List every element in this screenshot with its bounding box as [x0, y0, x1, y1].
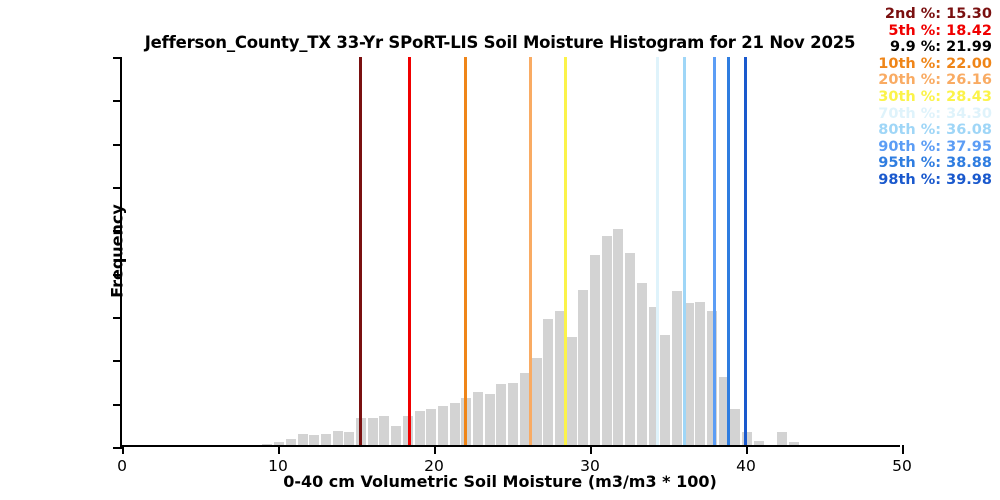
legend: 2nd %: 15.30 5th %: 18.42 9.9 %: 21.99 10th… [872, 5, 996, 190]
histogram-bar [707, 310, 718, 445]
x-tick-label: 50 [892, 457, 912, 475]
y-tick-mark [113, 57, 122, 59]
legend-entry: 20th %: 26.16 [878, 72, 992, 89]
histogram-bar [671, 290, 682, 445]
y-tick-mark [113, 360, 122, 363]
y-tick-mark [113, 187, 122, 189]
y-tick-mark [113, 447, 122, 449]
x-tick-mark [434, 445, 436, 454]
legend-entry: 98th %: 39.98 [878, 171, 992, 188]
legend-entry: 5th %: 18.42 [888, 22, 992, 39]
histogram-bar [777, 432, 788, 445]
histogram-bar [636, 282, 647, 445]
histogram-bar [262, 444, 273, 445]
legend-entry: 9.9 %: 21.99 [890, 39, 992, 56]
x-tick-label: 40 [736, 457, 756, 475]
y-tick-mark [113, 403, 122, 406]
histogram-bar [274, 441, 285, 445]
histogram-bar [508, 382, 519, 445]
histogram-bar [332, 431, 343, 445]
histogram-bar [437, 406, 448, 445]
histogram-bar [367, 418, 378, 445]
histogram-bar [449, 403, 460, 445]
percentile-line [727, 57, 731, 445]
histogram-bar [660, 335, 671, 445]
histogram-bar [578, 289, 589, 445]
x-axis-label: 0-40 cm Volumetric Soil Moisture (m3/m3 … [283, 472, 717, 491]
legend-entry: 2nd %: 15.30 [884, 6, 992, 22]
y-tick-mark [113, 143, 122, 146]
percentile-line [683, 57, 687, 445]
histogram-bar [566, 337, 577, 445]
histogram-bar [531, 357, 542, 445]
histogram-bar [648, 306, 659, 445]
y-tick-mark [113, 317, 122, 319]
histogram-bar [554, 310, 565, 445]
histogram-bar [601, 236, 612, 445]
histogram-bar [426, 409, 437, 445]
x-tick-mark [590, 445, 592, 454]
x-tick-mark [902, 445, 904, 454]
percentile-line [528, 57, 532, 445]
legend-entry: 80th %: 36.08 [878, 122, 992, 139]
x-tick-label: 20 [424, 457, 444, 475]
histogram-bar [344, 432, 355, 445]
histogram-bar [297, 433, 308, 445]
histogram-bar [285, 439, 296, 445]
histogram-bar [473, 392, 484, 445]
bars-layer [122, 57, 900, 445]
percentile-line [407, 57, 411, 445]
histogram-bar [753, 441, 764, 445]
legend-entry: 10th %: 22.00 [878, 55, 992, 72]
histogram-bar [484, 393, 495, 445]
histogram-bar [718, 376, 729, 445]
y-axis-label: Frequency [107, 204, 127, 298]
histogram-bar [543, 319, 554, 445]
histogram-bar [590, 255, 601, 445]
percentile-line [463, 57, 467, 445]
x-tick-mark [122, 445, 124, 454]
legend-entry: 90th %: 37.95 [878, 138, 992, 155]
histogram-bar [379, 416, 390, 445]
legend-entry: 70th %: 34.30 [878, 105, 992, 122]
percentile-line [655, 57, 659, 445]
y-tick-mark [113, 100, 122, 103]
histogram-bar [730, 409, 741, 445]
histogram-bar [788, 441, 799, 445]
histogram-bar [320, 434, 331, 445]
legend-entry: 30th %: 28.43 [878, 88, 992, 105]
x-tick-mark [278, 445, 280, 454]
plot-area: 0100020003000400050006000700080009000 01… [108, 57, 912, 475]
x-tick-label: 30 [580, 457, 600, 475]
histogram-bar [496, 384, 507, 445]
histogram-bar [695, 302, 706, 445]
histogram-bar [391, 425, 402, 445]
percentile-line [744, 57, 748, 445]
histogram-bar [625, 253, 636, 445]
x-tick-label: 10 [268, 457, 288, 475]
x-tick-mark [746, 445, 748, 454]
histogram-bar [519, 373, 530, 445]
histogram-bar [613, 229, 624, 445]
x-tick-label: 0 [117, 457, 127, 475]
percentile-line [359, 57, 363, 445]
percentile-line [712, 57, 716, 445]
legend-entry: 95th %: 38.88 [878, 155, 992, 172]
histogram-bar [414, 411, 425, 445]
y-tick-mark [113, 230, 122, 233]
percentile-line [564, 57, 567, 445]
page-title: Jefferson_County_TX 33-Yr SPoRT-LIS Soil… [144, 33, 856, 52]
y-tick-mark [113, 273, 122, 276]
histogram-bar [309, 435, 320, 445]
histogram-bar [683, 302, 694, 445]
